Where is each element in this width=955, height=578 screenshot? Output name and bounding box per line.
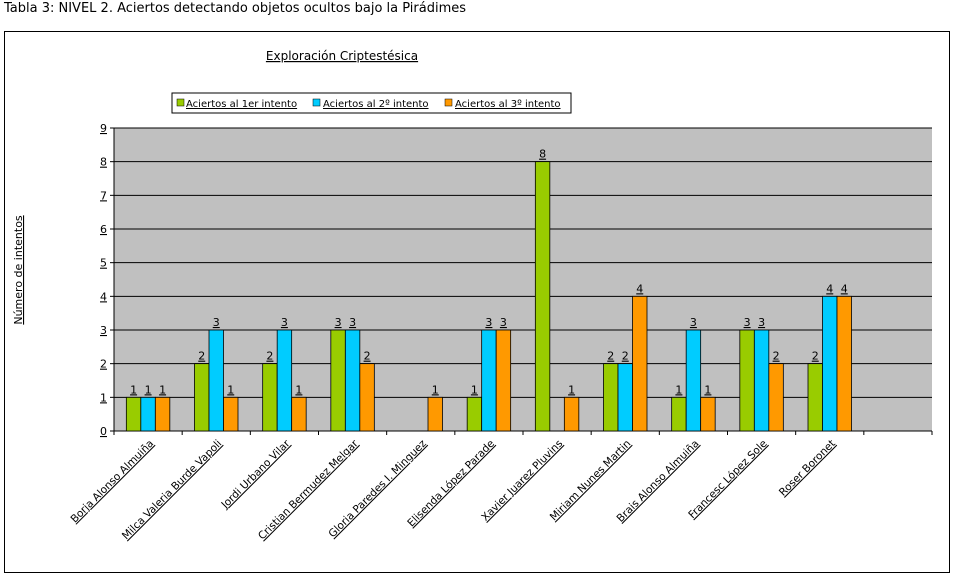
y-tick-label: 4	[100, 290, 107, 303]
data-label: 3	[281, 316, 288, 329]
data-label: 2	[266, 350, 273, 363]
x-tick-label: Roser Boronet	[777, 438, 838, 499]
bar	[671, 396, 687, 432]
data-label: 3	[485, 316, 492, 329]
data-label: 4	[826, 282, 833, 295]
data-label: 1	[295, 383, 302, 396]
bar	[194, 363, 210, 432]
legend-box	[171, 92, 572, 114]
bar	[344, 329, 361, 432]
legend-label-3: Aciertos al 3º intento	[455, 99, 561, 110]
bar	[140, 396, 156, 432]
legend-swatch-3	[444, 98, 453, 107]
bar	[125, 396, 142, 432]
bar	[208, 329, 224, 432]
data-label: 1	[675, 383, 682, 396]
bar	[807, 363, 823, 432]
data-label: 1	[145, 383, 152, 396]
data-label: 2	[773, 350, 780, 363]
data-label: 1	[704, 383, 711, 396]
bar	[154, 396, 171, 432]
data-label: 3	[744, 316, 751, 329]
x-tick-label: Jordi Urbano Vilar	[219, 437, 293, 511]
bar	[768, 363, 784, 432]
y-tick-label: 1	[100, 391, 107, 404]
data-label: 2	[364, 350, 371, 363]
bar	[495, 329, 512, 432]
data-label: 1	[568, 383, 575, 396]
data-label: 3	[213, 316, 220, 329]
data-label: 2	[622, 350, 629, 363]
legend-swatch-2	[312, 98, 321, 107]
data-label: 3	[500, 316, 507, 329]
y-axis-label: Número de intentos	[12, 215, 25, 325]
data-label: 2	[198, 350, 205, 363]
bar	[685, 329, 702, 432]
data-label: 4	[636, 282, 643, 295]
legend-label-1: Aciertos al 1er intento	[186, 99, 297, 110]
bar	[481, 329, 497, 432]
plot-background	[114, 128, 932, 431]
bar	[617, 363, 633, 432]
legend: Aciertos al 1er intento Aciertos al 2º i…	[171, 92, 572, 114]
bar	[291, 396, 307, 432]
bar	[534, 161, 551, 432]
data-label: 3	[758, 316, 765, 329]
data-label: 3	[690, 316, 697, 329]
data-label: 3	[335, 316, 342, 329]
bar	[223, 396, 239, 432]
bar	[330, 329, 346, 432]
bar	[700, 396, 716, 432]
bar	[563, 396, 580, 432]
data-label: 1	[130, 383, 137, 396]
bar	[276, 329, 293, 432]
data-label: 1	[227, 383, 234, 396]
y-tick-label: 6	[100, 223, 107, 236]
legend-label-2: Aciertos al 2º intento	[323, 99, 429, 110]
y-tick-label: 9	[100, 122, 107, 135]
bar	[836, 295, 852, 432]
legend-swatch-1	[176, 98, 185, 107]
bar	[427, 396, 443, 432]
data-label: 2	[812, 350, 819, 363]
bar	[359, 363, 375, 432]
bar	[262, 363, 278, 432]
data-label: 3	[349, 316, 356, 329]
data-label: 1	[471, 383, 478, 396]
y-tick-label: 3	[100, 324, 107, 337]
y-tick-label: 8	[100, 156, 107, 169]
data-label: 8	[539, 148, 546, 161]
data-label: 1	[432, 383, 439, 396]
y-tick-label: 7	[100, 189, 107, 202]
y-tick-label: 2	[100, 358, 107, 371]
y-tick-label: 0	[100, 425, 107, 438]
bar	[753, 329, 770, 432]
bar	[466, 396, 483, 432]
data-label: 4	[841, 282, 848, 295]
data-label: 2	[607, 350, 614, 363]
y-tick-label: 5	[100, 257, 107, 270]
bar	[632, 295, 648, 432]
table-caption: Tabla 3: NIVEL 2. Aciertos detectando ob…	[4, 1, 467, 16]
chart-title: Exploración Criptestésica	[266, 49, 418, 63]
x-tick-label: Francesc López Sole	[686, 438, 769, 521]
bar	[739, 329, 755, 432]
data-label: 1	[159, 383, 166, 396]
bar	[603, 363, 619, 432]
bar	[822, 295, 838, 432]
